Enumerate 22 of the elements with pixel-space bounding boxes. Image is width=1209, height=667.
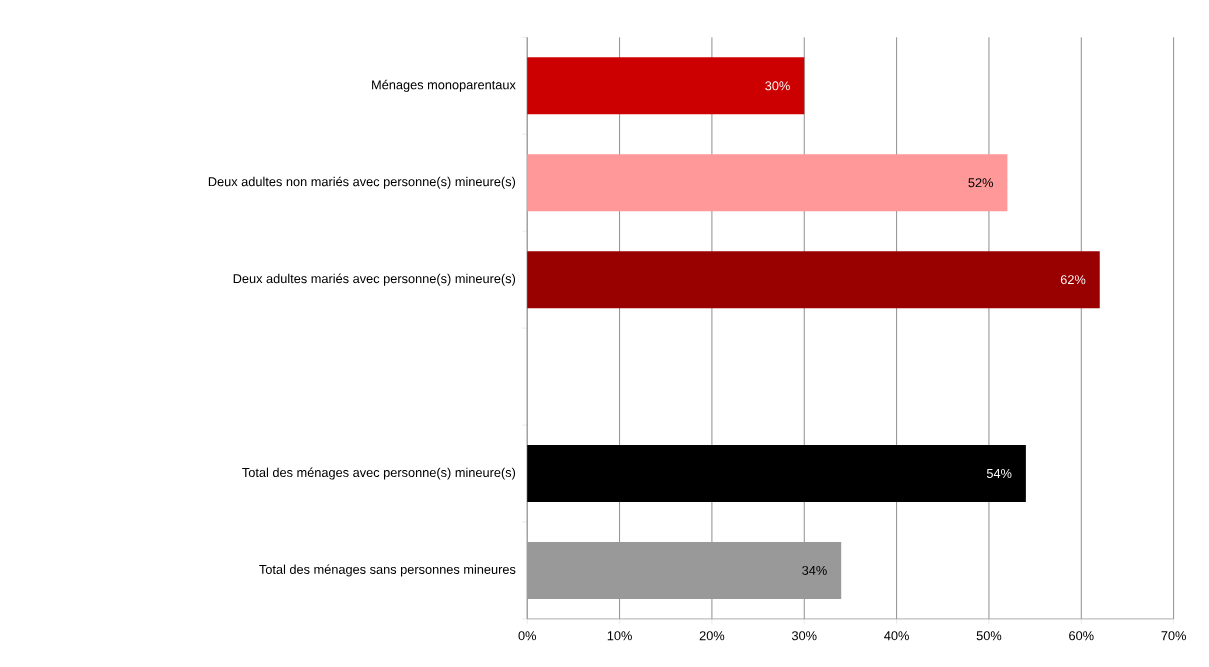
data-label: 30%	[765, 81, 790, 91]
y-tick-label: Deux adultes non mariés avec personne(s) mineure(s)	[208, 176, 516, 189]
x-tick-label: 30%	[791, 631, 817, 641]
x-tick-label: 60%	[1069, 631, 1094, 641]
bar	[527, 251, 1100, 309]
x-tick-label: 70%	[1161, 631, 1186, 641]
data-label: 62%	[1060, 275, 1086, 285]
y-tick-label: Total des ménages avec personne(s) mineure(s)	[242, 467, 516, 480]
data-label: 52%	[968, 178, 993, 188]
x-tick-label: 50%	[976, 631, 1002, 641]
data-label: 54%	[986, 469, 1012, 478]
x-tick-label: 20%	[699, 631, 725, 641]
y-tick-label: Ménages monoparentaux	[372, 79, 516, 92]
x-tick-label: 0%	[518, 631, 536, 641]
bar	[527, 57, 805, 115]
x-tick-label: 10%	[607, 631, 632, 641]
data-label: 34%	[802, 565, 827, 575]
bar	[527, 154, 1008, 212]
x-tick-label: 40%	[884, 631, 909, 641]
bar	[527, 445, 1026, 502]
y-tick-label: Deux adultes mariés avec personne(s) mineure(s)	[233, 273, 516, 286]
y-tick-label: Total des ménages sans personnes mineures	[259, 564, 516, 577]
